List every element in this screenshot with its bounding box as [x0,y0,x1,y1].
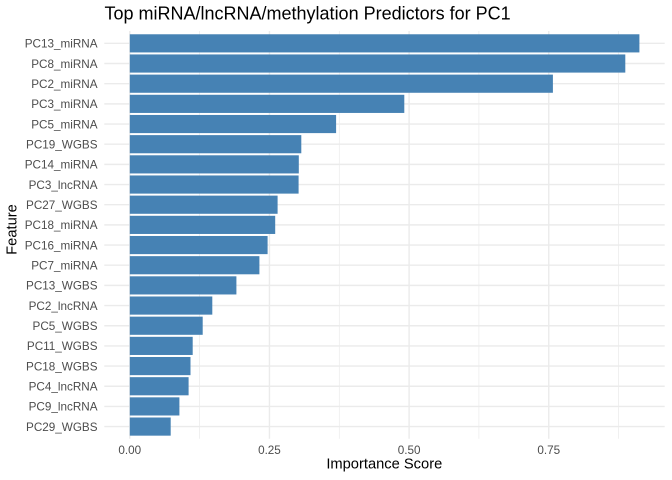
svg-text:PC14_miRNA: PC14_miRNA [25,159,98,172]
svg-text:PC19_WGBS: PC19_WGBS [26,139,98,152]
svg-text:PC16_miRNA: PC16_miRNA [25,239,98,252]
svg-text:PC11_WGBS: PC11_WGBS [27,340,98,353]
svg-text:Feature: Feature [5,204,21,255]
svg-text:PC5_WGBS: PC5_WGBS [33,320,98,333]
svg-text:PC5_miRNA: PC5_miRNA [31,118,97,131]
svg-text:PC18_WGBS: PC18_WGBS [26,360,98,373]
svg-text:0.25: 0.25 [258,444,281,457]
svg-text:PC13_miRNA: PC13_miRNA [25,38,98,51]
svg-text:PC4_lncRNA: PC4_lncRNA [29,381,98,394]
svg-text:PC3_miRNA: PC3_miRNA [31,98,97,111]
svg-text:PC18_miRNA: PC18_miRNA [25,219,98,232]
svg-text:PC2_lncRNA: PC2_lncRNA [29,300,98,313]
svg-text:PC8_miRNA: PC8_miRNA [31,58,97,71]
svg-text:0.00: 0.00 [118,444,141,457]
svg-text:Top miRNA/lncRNA/methylation P: Top miRNA/lncRNA/methylation Predictors … [105,3,511,23]
svg-text:0.50: 0.50 [398,444,421,457]
svg-text:PC29_WGBS: PC29_WGBS [26,421,98,434]
svg-text:PC7_miRNA: PC7_miRNA [31,260,97,273]
svg-text:PC13_WGBS: PC13_WGBS [26,280,98,293]
svg-text:0.75: 0.75 [537,444,560,457]
svg-text:PC9_lncRNA: PC9_lncRNA [29,401,98,414]
svg-text:Importance Score: Importance Score [326,457,442,473]
svg-text:PC27_WGBS: PC27_WGBS [26,199,98,212]
svg-text:PC2_miRNA: PC2_miRNA [31,78,97,91]
svg-text:PC3_lncRNA: PC3_lncRNA [29,179,98,192]
